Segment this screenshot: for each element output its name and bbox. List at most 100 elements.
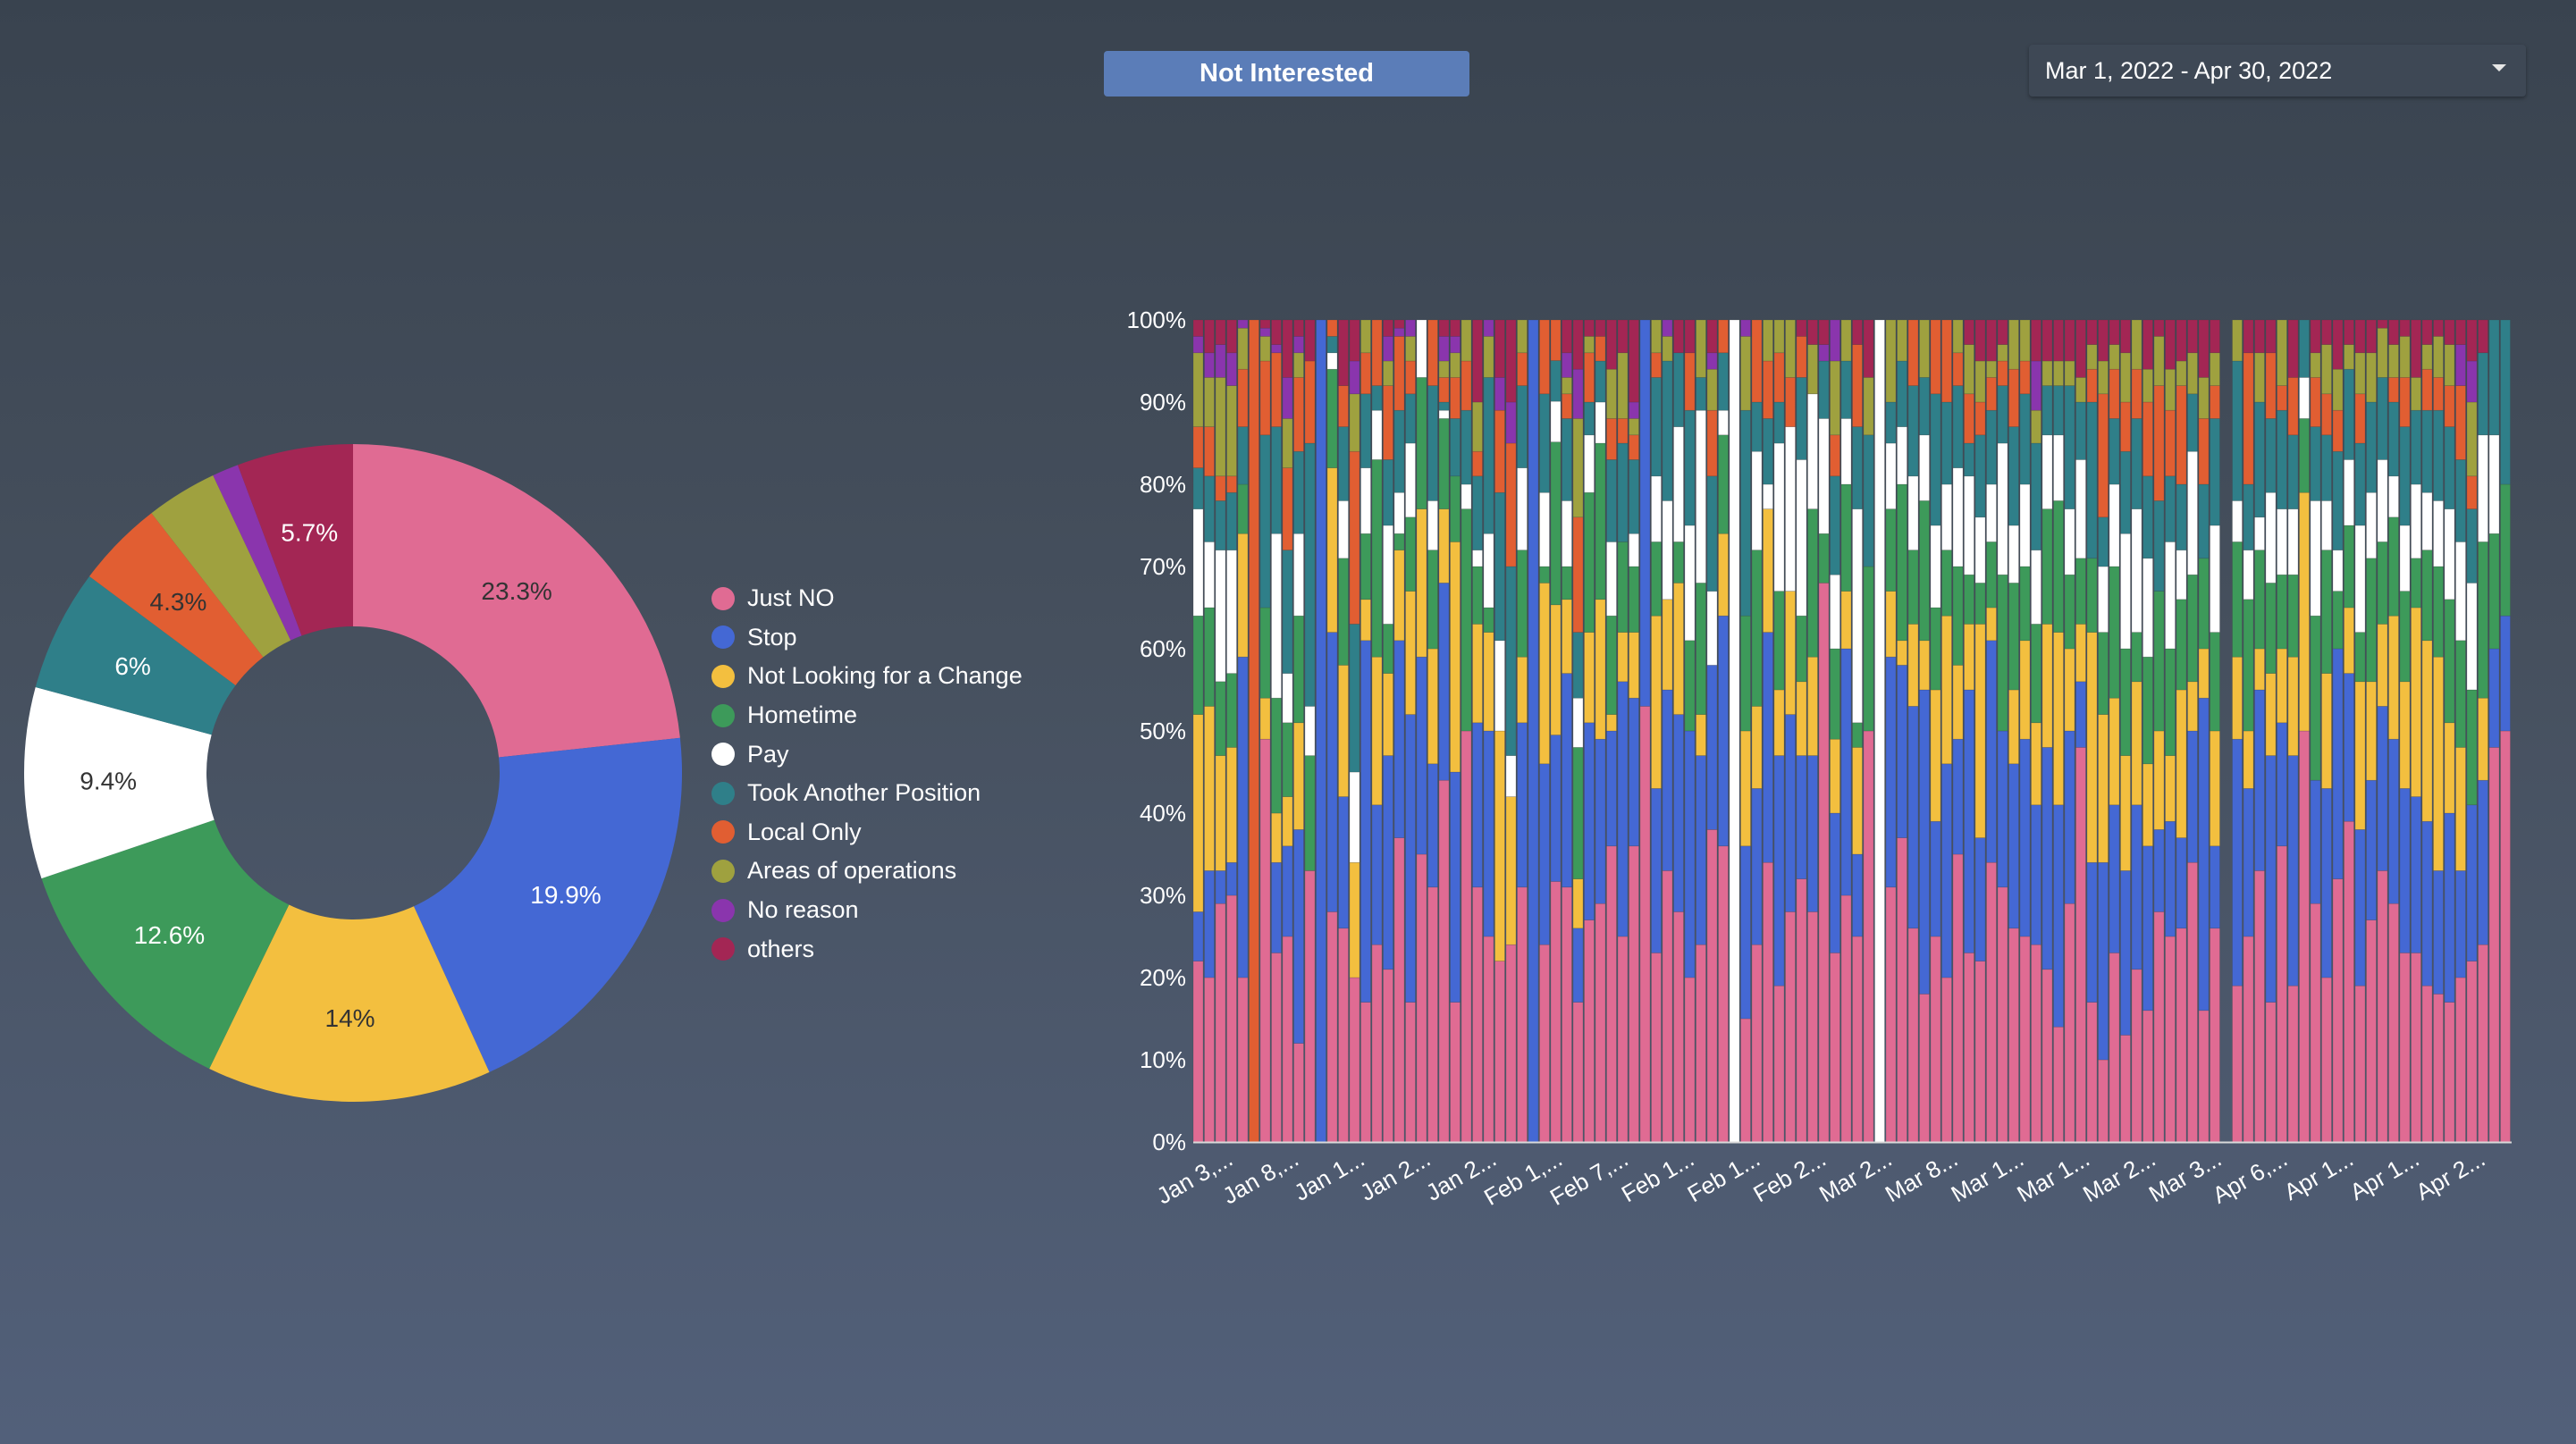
bar-segment[interactable]: [2433, 870, 2444, 995]
bar-segment[interactable]: [1941, 319, 1952, 403]
bar-segment[interactable]: [1282, 550, 1293, 674]
bar-segment[interactable]: [1840, 418, 1852, 485]
bar-segment[interactable]: [2198, 1010, 2210, 1143]
bar-segment[interactable]: [2232, 738, 2243, 986]
bar-segment[interactable]: [1852, 344, 1863, 427]
bar-segment[interactable]: [1639, 706, 1651, 1143]
bar-segment[interactable]: [1349, 977, 1360, 1143]
bar-segment[interactable]: [2053, 804, 2064, 1028]
bar-segment[interactable]: [1338, 385, 1349, 427]
bar-segment[interactable]: [2053, 500, 2064, 633]
bar-segment[interactable]: [2153, 336, 2165, 386]
bar-segment[interactable]: [1696, 944, 1706, 1143]
bar-segment[interactable]: [1964, 953, 1974, 1143]
bar-segment[interactable]: [2310, 352, 2321, 378]
bar-segment[interactable]: [1562, 673, 1572, 888]
bar-segment[interactable]: [1204, 607, 1215, 707]
bar-segment[interactable]: [1919, 500, 1930, 642]
bar-segment[interactable]: [2142, 319, 2153, 370]
bar-segment[interactable]: [1427, 500, 1438, 550]
bar-segment[interactable]: [1271, 344, 1282, 354]
bar-segment[interactable]: [1974, 624, 1986, 838]
bar-segment[interactable]: [1763, 861, 1773, 1143]
bar-segment[interactable]: [1505, 442, 1517, 567]
bar-segment[interactable]: [1226, 861, 1237, 896]
bar-segment[interactable]: [1606, 368, 1617, 419]
bar-segment[interactable]: [2310, 500, 2321, 617]
bar-segment[interactable]: [2098, 516, 2109, 567]
bar-segment[interactable]: [1472, 319, 1483, 403]
report-title-button[interactable]: Not Interested: [1104, 51, 1469, 97]
bar-segment[interactable]: [1383, 319, 1393, 337]
bar-segment[interactable]: [2399, 319, 2411, 337]
bar-segment[interactable]: [2321, 344, 2332, 395]
bar-segment[interactable]: [1226, 385, 1237, 477]
bar-segment[interactable]: [1807, 911, 1818, 1143]
bar-segment[interactable]: [1483, 936, 1494, 1143]
bar-segment[interactable]: [1204, 706, 1215, 871]
bar-segment[interactable]: [2411, 409, 2421, 485]
bar-segment[interactable]: [2254, 352, 2265, 403]
bar-segment[interactable]: [2444, 722, 2455, 814]
bar-segment[interactable]: [2310, 779, 2321, 904]
bar-segment[interactable]: [1863, 434, 1874, 567]
bar-segment[interactable]: [1259, 434, 1271, 609]
legend-item[interactable]: Pay: [711, 735, 1023, 774]
bar-segment[interactable]: [1830, 812, 1840, 953]
bar-segment[interactable]: [1584, 722, 1595, 920]
bar-segment[interactable]: [2354, 681, 2366, 830]
bar-segment[interactable]: [1405, 336, 1416, 362]
bar-segment[interactable]: [1763, 319, 1773, 362]
bar-segment[interactable]: [1215, 902, 1226, 1143]
bar-segment[interactable]: [2210, 730, 2220, 847]
bar-segment[interactable]: [1562, 566, 1572, 600]
bar-segment[interactable]: [2265, 319, 2277, 354]
bar-segment[interactable]: [1840, 591, 1852, 650]
bar-segment[interactable]: [1405, 1002, 1416, 1143]
bar-segment[interactable]: [2433, 656, 2444, 871]
bar-segment[interactable]: [1796, 336, 1807, 378]
bar-segment[interactable]: [2232, 319, 2243, 362]
bar-segment[interactable]: [1763, 360, 1773, 419]
bar-segment[interactable]: [1304, 360, 1316, 444]
bar-segment[interactable]: [1907, 550, 1919, 625]
bar-segment[interactable]: [2421, 344, 2433, 370]
bar-segment[interactable]: [1629, 697, 1639, 847]
bar-segment[interactable]: [2310, 319, 2321, 354]
bar-segment[interactable]: [2421, 550, 2433, 642]
bar-segment[interactable]: [2109, 804, 2120, 953]
bar-segment[interactable]: [1773, 442, 1785, 592]
bar-segment[interactable]: [1360, 533, 1371, 600]
bar-segment[interactable]: [1226, 352, 1237, 386]
bar-segment[interactable]: [1629, 418, 1639, 436]
bar-segment[interactable]: [2299, 418, 2310, 493]
bar-segment[interactable]: [1796, 459, 1807, 617]
bar-segment[interactable]: [1706, 665, 1718, 830]
bar-segment[interactable]: [1427, 763, 1438, 888]
bar-segment[interactable]: [1830, 574, 1840, 650]
bar-segment[interactable]: [2287, 434, 2299, 509]
bar-segment[interactable]: [1271, 426, 1282, 534]
bar-segment[interactable]: [1584, 491, 1595, 633]
bar-segment[interactable]: [1282, 319, 1293, 378]
bar-segment[interactable]: [1505, 944, 1517, 1143]
bar-segment[interactable]: [1606, 714, 1617, 732]
bar-segment[interactable]: [2299, 491, 2310, 732]
bar-segment[interactable]: [1282, 467, 1293, 550]
bar-segment[interactable]: [1606, 319, 1617, 370]
bar-segment[interactable]: [1662, 870, 1673, 1143]
bar-segment[interactable]: [2421, 491, 2433, 550]
bar-segment[interactable]: [2344, 319, 2354, 345]
bar-segment[interactable]: [1773, 401, 1785, 444]
legend-item[interactable]: Hometime: [711, 696, 1023, 735]
bar-segment[interactable]: [2444, 812, 2455, 1003]
bar-segment[interactable]: [1651, 542, 1662, 617]
bar-segment[interactable]: [2086, 558, 2098, 633]
bar-segment[interactable]: [1673, 583, 1684, 715]
bar-segment[interactable]: [2287, 574, 2299, 658]
bar-segment[interactable]: [2421, 368, 2433, 411]
bar-segment[interactable]: [1907, 706, 1919, 929]
bar-segment[interactable]: [1595, 401, 1606, 444]
bar-segment[interactable]: [1539, 319, 1550, 395]
bar-segment[interactable]: [2399, 591, 2411, 683]
